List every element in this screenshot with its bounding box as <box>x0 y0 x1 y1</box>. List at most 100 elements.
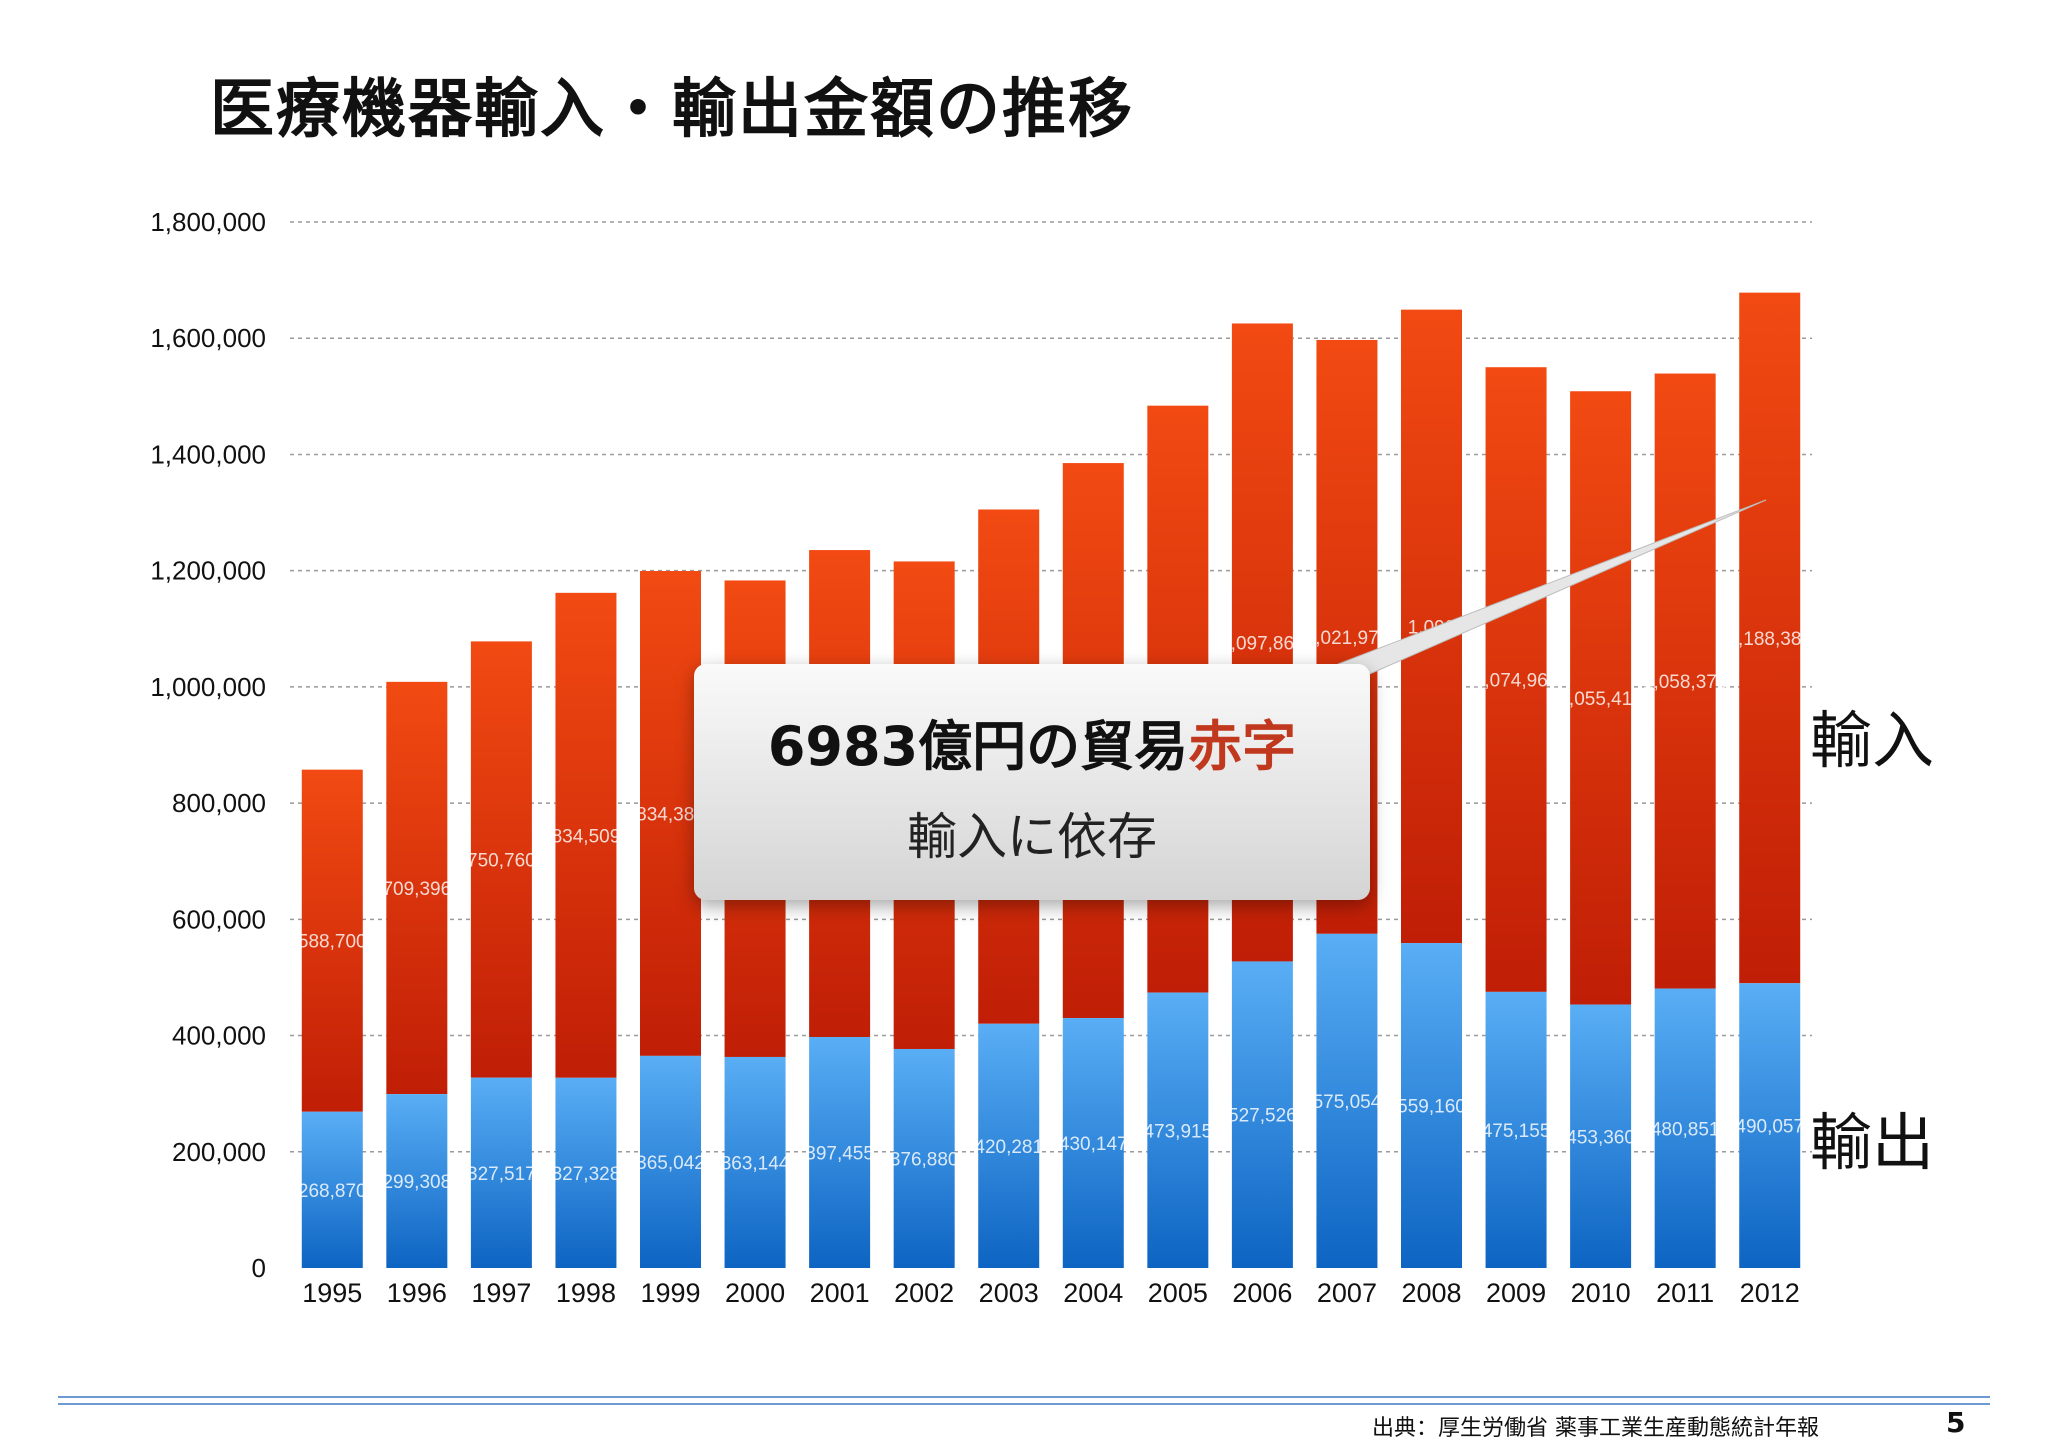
footer-divider <box>58 1396 1990 1398</box>
x-tick-label: 1996 <box>387 1278 447 1308</box>
export-bar <box>893 1048 955 1268</box>
x-axis-ticks: 1995 1996 1997 1998 1999 2000 2001 2002 2003 2004… <box>302 1278 1800 1308</box>
y-tick-label: 1,000,000 <box>150 672 266 702</box>
x-tick-label: 2012 <box>1740 1278 1800 1308</box>
import-value-label: 834,383 <box>636 804 705 825</box>
y-tick-label: 0 <box>252 1253 266 1283</box>
import-bar <box>386 681 448 1095</box>
y-tick-label: 600,000 <box>172 904 266 934</box>
export-bar <box>555 1077 617 1268</box>
export-bar <box>1062 1018 1124 1268</box>
export-bar <box>1739 983 1801 1268</box>
export-value-label: 327,517 <box>467 1164 536 1185</box>
x-tick-label: 1999 <box>640 1278 700 1308</box>
export-bar <box>809 1037 871 1268</box>
x-tick-label: 2009 <box>1486 1278 1546 1308</box>
y-tick-label: 1,400,000 <box>150 439 266 469</box>
x-tick-label: 1995 <box>302 1278 362 1308</box>
x-tick-label: 2001 <box>810 1278 870 1308</box>
export-bar <box>301 1111 363 1268</box>
y-tick-label: 1,200,000 <box>150 556 266 586</box>
y-tick-label: 800,000 <box>172 788 266 818</box>
export-value-label: 490,057 <box>1735 1117 1804 1138</box>
export-value-label: 559,160 <box>1397 1097 1466 1118</box>
import-bar <box>301 769 363 1112</box>
export-value-label: 365,042 <box>636 1153 705 1174</box>
export-value-label: 268,870 <box>298 1181 367 1202</box>
import-bar <box>555 592 617 1078</box>
import-value-label: 1,058,373 <box>1643 672 1728 693</box>
deficit-callout: 6983億円の貿易赤字 輸入に依存 <box>694 664 1370 900</box>
x-tick-label: 2004 <box>1063 1278 1123 1308</box>
x-tick-label: 2005 <box>1148 1278 1208 1308</box>
export-value-label: 480,851 <box>1651 1119 1720 1140</box>
export-value-label: 299,308 <box>382 1172 451 1193</box>
import-bar <box>640 571 701 1056</box>
x-tick-label: 2011 <box>1656 1278 1714 1308</box>
export-bar <box>640 1055 701 1268</box>
import-label: 輸入 <box>1810 704 1935 777</box>
page-number: 5 <box>1946 1406 1966 1439</box>
x-tick-label: 2003 <box>979 1278 1039 1308</box>
import-value-label: 588,700 <box>298 932 367 953</box>
x-tick-label: 2007 <box>1317 1278 1377 1308</box>
export-value-label: 575,054 <box>1313 1092 1382 1113</box>
import-bar <box>470 641 532 1078</box>
export-bar <box>1316 933 1378 1268</box>
export-bar <box>1147 992 1209 1268</box>
export-value-label: 376,880 <box>890 1149 959 1170</box>
import-value-label: 1,021,974 <box>1305 628 1390 649</box>
y-tick-label: 1,800,000 <box>150 207 266 237</box>
import-value-label: 1,074,964 <box>1474 671 1559 692</box>
export-value-label: 527,526 <box>1228 1106 1297 1127</box>
export-bar <box>1231 961 1293 1268</box>
export-value-label: 327,328 <box>552 1164 621 1185</box>
import-value-label: 834,509 <box>552 826 621 847</box>
import-value-label: 1,097,867 <box>1220 633 1305 654</box>
export-bar <box>1570 1004 1632 1268</box>
export-value-label: 453,360 <box>1566 1127 1635 1148</box>
page-title: 医療機器輸入・輸出金額の推移 <box>210 73 1134 147</box>
export-bar <box>1401 943 1462 1268</box>
x-tick-label: 2010 <box>1571 1278 1631 1308</box>
export-value-label: 475,155 <box>1482 1121 1551 1142</box>
import-value-label: 709,396 <box>382 879 451 900</box>
callout-sub-text: 輸入に依存 <box>907 808 1157 866</box>
import-bar <box>1485 367 1547 992</box>
y-tick-label: 1,600,000 <box>150 323 266 353</box>
import-bar <box>1654 373 1716 989</box>
export-value-label: 430,147 <box>1059 1134 1128 1155</box>
export-label: 輸出 <box>1810 1106 1935 1179</box>
export-bar <box>470 1077 532 1268</box>
y-tick-label: 200,000 <box>172 1137 266 1167</box>
x-tick-label: 2008 <box>1401 1278 1461 1308</box>
export-bar <box>724 1056 786 1268</box>
x-tick-label: 2000 <box>725 1278 785 1308</box>
export-value-label: 363,144 <box>721 1153 790 1174</box>
export-value-label: 473,915 <box>1143 1121 1212 1142</box>
import-value-label: 750,760 <box>467 851 536 872</box>
export-bar <box>1485 991 1547 1268</box>
callout-prefix: 6983億円の貿易 <box>767 715 1189 778</box>
export-value-label: 420,281 <box>974 1137 1043 1158</box>
x-tick-label: 1998 <box>556 1278 616 1308</box>
bars <box>301 292 1801 1268</box>
import-value-label: 1,055,418 <box>1558 689 1643 710</box>
y-tick-label: 400,000 <box>172 1021 266 1051</box>
export-bar <box>1654 988 1716 1268</box>
export-bar <box>386 1094 448 1268</box>
import-bar <box>1570 391 1632 1005</box>
import-bar <box>1739 292 1801 984</box>
y-axis-ticks: 0 200,000 400,000 600,000 800,000 1,000,000 1,… <box>150 207 266 1283</box>
footer-divider-2 <box>58 1403 1990 1405</box>
x-tick-label: 1997 <box>471 1278 531 1308</box>
export-value-label: 397,455 <box>805 1144 874 1165</box>
x-tick-label: 2002 <box>894 1278 954 1308</box>
import-value-label: 1,188,388 <box>1727 629 1812 650</box>
callout-highlight: 赤字 <box>1188 715 1297 778</box>
callout-main-text: 6983億円の貿易赤字 <box>694 702 1370 781</box>
source-citation: 出典：厚生労働省 薬事工業生産動態統計年報 <box>1372 1416 1819 1441</box>
x-tick-label: 2006 <box>1232 1278 1292 1308</box>
export-bar <box>978 1023 1040 1268</box>
